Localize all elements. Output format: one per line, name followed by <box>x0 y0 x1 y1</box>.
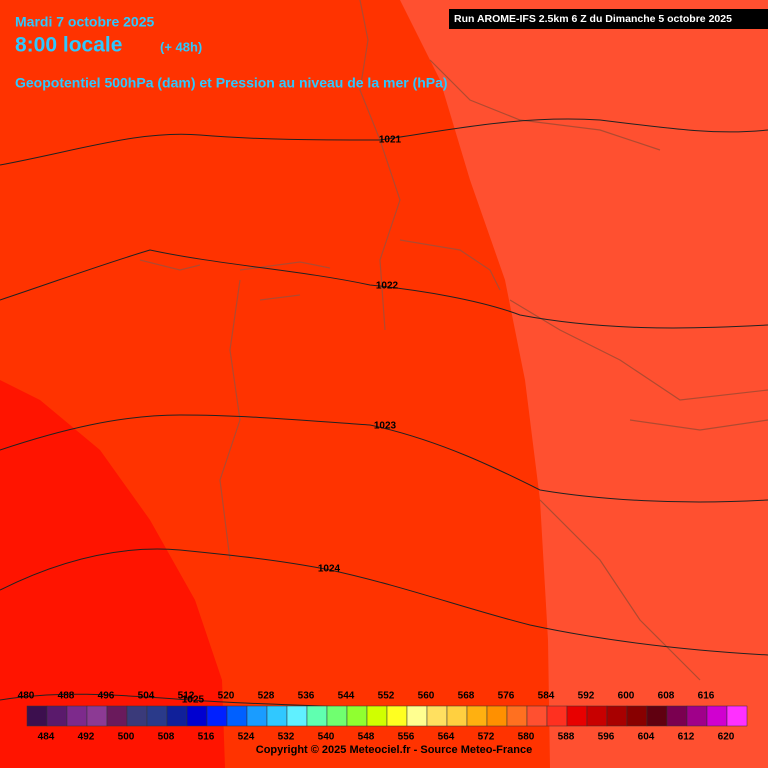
colorbar-label: 572 <box>478 732 495 743</box>
colorbar-label: 548 <box>358 732 375 743</box>
isobar-label: 1024 <box>318 564 341 575</box>
colorbar-label: 592 <box>578 691 595 702</box>
colorbar-swatch <box>586 705 608 727</box>
colorbar-swatch <box>46 705 68 727</box>
colorbar-swatch <box>266 705 288 727</box>
colorbar-swatch <box>446 705 468 727</box>
colorbar-swatch <box>106 705 128 727</box>
field-title: Geopotentiel 500hPa (dam) et Pression au… <box>15 75 448 91</box>
colorbar-label: 480 <box>18 691 35 702</box>
colorbar-swatch <box>426 705 448 727</box>
isobar-label: 1023 <box>374 421 397 432</box>
pressure-zone <box>0 380 225 768</box>
colorbar-label: 584 <box>538 691 555 702</box>
run-box <box>449 9 768 29</box>
colorbar-swatch <box>66 705 88 727</box>
lead-time: (+ 48h) <box>160 39 202 54</box>
colorbar-label: 536 <box>298 691 315 702</box>
colorbar-swatch <box>26 705 48 727</box>
colorbar-swatch <box>406 705 428 727</box>
colorbar-label: 552 <box>378 691 395 702</box>
pressure-zone <box>400 0 768 768</box>
colorbar-swatch <box>566 705 588 727</box>
colorbar-swatch <box>186 705 208 727</box>
colorbar-swatch <box>306 705 328 727</box>
colorbar-label: 508 <box>158 732 175 743</box>
colorbar-label: 492 <box>78 732 95 743</box>
colorbar-swatch <box>326 705 348 727</box>
colorbar-swatch <box>466 705 488 727</box>
colorbar-label: 564 <box>438 732 455 743</box>
colorbar-label: 512 <box>178 691 195 702</box>
isobars <box>0 118 768 711</box>
colorbar-swatch <box>286 705 308 727</box>
colorbar-label: 528 <box>258 691 275 702</box>
colorbar-swatch <box>346 705 368 727</box>
colorbar-swatch <box>246 705 268 727</box>
colorbar-swatch <box>126 705 148 727</box>
colorbar-swatch <box>366 705 388 727</box>
colorbar-label: 524 <box>238 732 255 743</box>
colorbar-label: 568 <box>458 691 475 702</box>
colorbar-swatch <box>86 705 108 727</box>
colorbar-swatch <box>226 705 248 727</box>
colorbar-swatch <box>526 705 548 727</box>
colorbar-swatch <box>646 705 668 727</box>
colorbar-label: 496 <box>98 691 115 702</box>
colorbar-swatch <box>166 705 188 727</box>
colorbar-swatch <box>666 705 688 727</box>
colorbar-swatch <box>506 705 528 727</box>
colorbar-swatch <box>626 705 648 727</box>
colorbar: 480 484 488 492 496 500 504 508 512 516 520 524 528 5… <box>18 691 748 743</box>
colorbar-swatch <box>706 705 728 727</box>
colorbar-swatch <box>686 705 708 727</box>
colorbar-label: 604 <box>638 732 655 743</box>
forecast-time: 8:00 locale <box>15 34 122 57</box>
colorbar-label: 520 <box>218 691 235 702</box>
colorbar-label: 580 <box>518 732 535 743</box>
copyright: Copyright © 2025 Meteociel.fr - Source M… <box>256 744 532 756</box>
colorbar-label: 596 <box>598 732 615 743</box>
colorbar-label: 488 <box>58 691 75 702</box>
colorbar-label: 504 <box>138 691 155 702</box>
colorbar-label: 556 <box>398 732 415 743</box>
colorbar-label: 612 <box>678 732 695 743</box>
run-info: Run AROME-IFS 2.5km 6 Z du Dimanche 5 oc… <box>454 13 732 25</box>
forecast-date: Mardi 7 octobre 2025 <box>15 14 154 30</box>
colorbar-label: 620 <box>718 732 735 743</box>
colorbar-label: 544 <box>338 691 355 702</box>
colorbar-label: 540 <box>318 732 335 743</box>
isobar-label: 1021 <box>379 135 402 146</box>
colorbar-label: 608 <box>658 691 675 702</box>
colorbar-label: 516 <box>198 732 215 743</box>
isobar-label: 1022 <box>376 281 399 292</box>
colorbar-swatch <box>206 705 228 727</box>
colorbar-label: 576 <box>498 691 515 702</box>
colorbar-swatch <box>146 705 168 727</box>
colorbar-label: 500 <box>118 732 135 743</box>
isobar-label: 1025 <box>182 695 205 706</box>
colorbar-label: 532 <box>278 732 295 743</box>
colorbar-label: 600 <box>618 691 635 702</box>
colorbar-swatch <box>606 705 628 727</box>
colorbar-label: 560 <box>418 691 435 702</box>
colorbar-swatch <box>726 705 748 727</box>
colorbar-label: 484 <box>38 732 55 743</box>
colorbar-label: 616 <box>698 691 715 702</box>
colorbar-swatch <box>546 705 568 727</box>
colorbar-swatch <box>386 705 408 727</box>
colorbar-label: 588 <box>558 732 575 743</box>
colorbar-swatch <box>486 705 508 727</box>
